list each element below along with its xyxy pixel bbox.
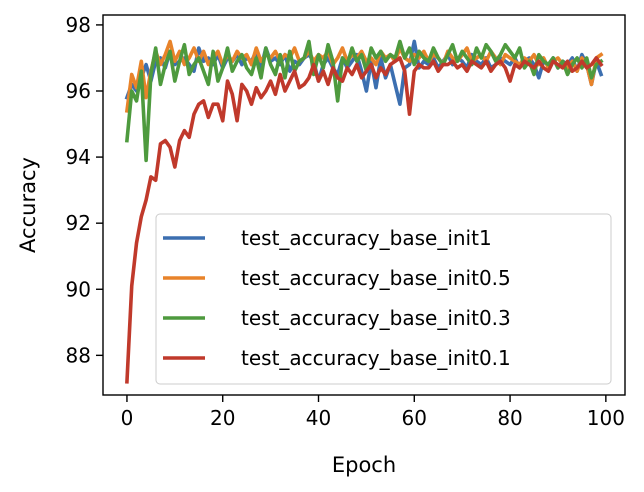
legend: test_accuracy_base_init1 test_accuracy_ba… xyxy=(155,213,612,385)
series-line-4 xyxy=(125,56,604,384)
x-tick-label: 80 xyxy=(497,406,522,430)
legend-label-1: test_accuracy_base_init1 xyxy=(241,226,492,250)
y-axis: 88 90 92 94 96 98 xyxy=(66,13,103,367)
y-axis-label: Accuracy xyxy=(16,157,40,253)
series-line-3 xyxy=(124,39,604,163)
y-tick-label: 96 xyxy=(66,79,91,103)
x-axis: 0 20 40 60 80 100 xyxy=(121,395,625,430)
legend-box xyxy=(155,213,612,385)
legend-label-3: test_accuracy_base_init0.3 xyxy=(241,306,511,330)
y-tick-label: 88 xyxy=(66,343,91,367)
y-tick-label: 94 xyxy=(66,145,91,169)
y-tick-label: 98 xyxy=(66,13,91,37)
legend-label-4: test_accuracy_base_init0.1 xyxy=(241,346,511,370)
y-tick-label: 90 xyxy=(66,277,91,301)
x-tick-label: 20 xyxy=(210,406,235,430)
x-axis-label: Epoch xyxy=(332,453,396,477)
x-tick-label: 0 xyxy=(121,406,134,430)
legend-label-2: test_accuracy_base_init0.5 xyxy=(241,266,511,290)
y-tick-label: 92 xyxy=(66,211,91,235)
plot-frame xyxy=(102,14,626,396)
x-tick-label: 40 xyxy=(306,406,331,430)
series-lines xyxy=(124,39,604,384)
x-tick-label: 60 xyxy=(402,406,427,430)
x-tick-label: 100 xyxy=(587,406,625,430)
